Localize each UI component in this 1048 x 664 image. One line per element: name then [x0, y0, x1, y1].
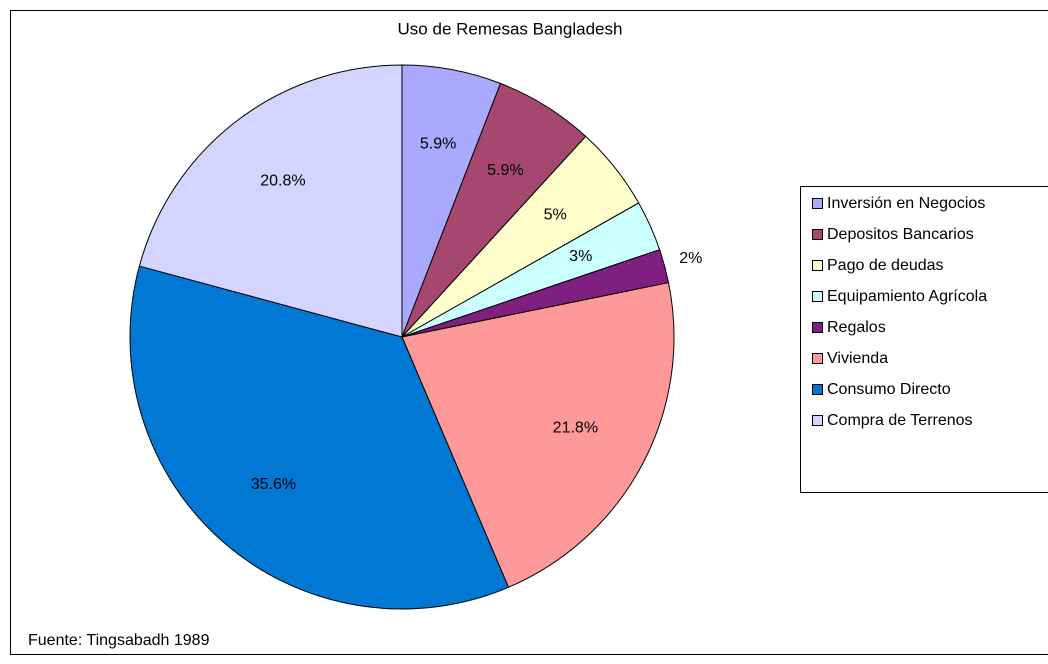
data-label: 5.9%	[487, 162, 523, 179]
data-label: 2%	[679, 250, 702, 267]
legend-swatch	[812, 415, 823, 426]
legend-label: Vivienda	[827, 350, 888, 367]
legend-swatch	[812, 353, 823, 364]
legend-swatch	[812, 260, 823, 271]
legend-label: Regalos	[827, 319, 886, 336]
data-label: 3%	[569, 248, 592, 265]
legend-label: Equipamiento Agrícola	[827, 288, 987, 305]
source-note: Fuente: Tingsabadh 1989	[28, 632, 210, 649]
pie-slice	[138, 64, 403, 338]
data-label: 20.8%	[260, 173, 305, 190]
legend-swatch	[812, 198, 823, 209]
pie-slice	[129, 265, 510, 610]
pie-slice	[401, 282, 675, 588]
legend-swatch	[812, 322, 823, 333]
legend-swatch	[812, 384, 823, 395]
legend-swatch	[812, 229, 823, 240]
legend-box	[800, 186, 1048, 493]
legend-swatch	[812, 291, 823, 302]
legend-label: Compra de Terrenos	[827, 412, 973, 429]
legend-label: Consumo Directo	[827, 381, 951, 398]
chart-title: Uso de Remesas Bangladesh	[398, 19, 623, 38]
data-label: 5%	[544, 206, 567, 223]
legend-label: Depositos Bancarios	[827, 226, 974, 243]
data-label: 5.9%	[420, 136, 456, 153]
legend-label: Pago de deudas	[827, 257, 944, 274]
data-label: 21.8%	[553, 419, 598, 436]
data-label: 35.6%	[251, 476, 296, 493]
legend-label: Inversión en Negocios	[827, 195, 985, 212]
